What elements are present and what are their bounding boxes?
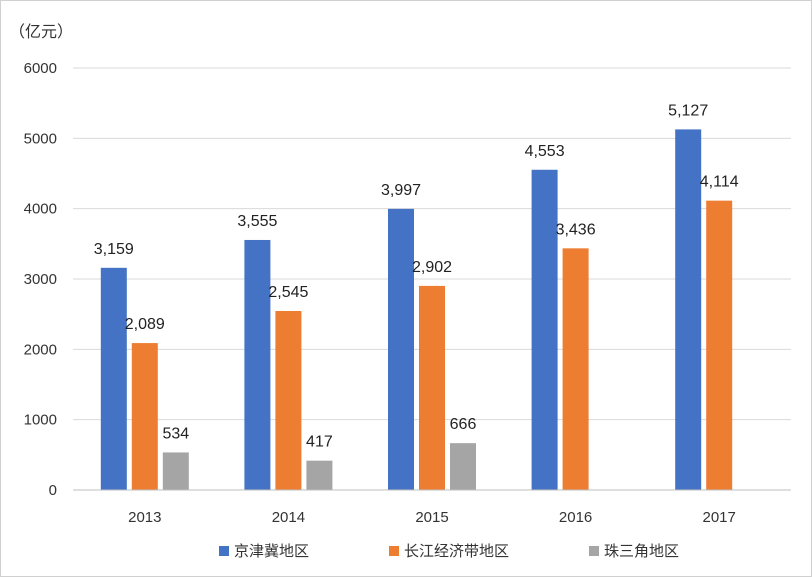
y-tick-label: 4000 [24,201,57,218]
y-tick-label: 0 [49,482,57,499]
bar [275,311,302,490]
y-unit-label: （亿元） [9,22,73,41]
data-label: 417 [306,434,333,451]
legend-label: 珠三角地区 [604,542,679,560]
y-tick-label: 5000 [24,130,57,147]
y-tick-label: 2000 [24,341,57,358]
x-tick-label: 2017 [703,509,736,526]
data-label: 3,159 [94,241,134,258]
x-tick-label: 2013 [128,509,161,526]
bar [675,129,702,490]
bar [244,239,271,490]
legend-swatch [589,546,599,556]
bar [388,208,414,490]
data-label: 666 [450,416,477,433]
bar [162,452,189,490]
data-label: 4,114 [700,174,739,191]
bar [531,169,558,490]
x-tick-label: 2014 [272,509,305,526]
data-label: 534 [162,425,189,442]
bar [419,285,445,490]
data-label: 2,545 [268,284,308,301]
y-tick-label: 6000 [24,60,57,77]
data-label: 3,997 [381,182,421,199]
legend-swatch [389,546,399,556]
bar [450,443,476,490]
bar [306,460,333,490]
legend-label: 京津冀地区 [234,542,309,560]
x-tick-label: 2016 [559,509,592,526]
data-label: 3,436 [556,221,596,238]
data-label: 2,089 [125,316,165,333]
bar [706,200,733,490]
data-label: 5,127 [668,102,708,119]
bar [562,248,589,490]
legend-swatch [219,546,229,556]
x-tick-label: 2015 [415,509,448,526]
bar [100,267,127,490]
y-tick-label: 3000 [24,271,57,288]
data-label: 2,902 [412,259,452,276]
data-label: 4,553 [525,143,565,160]
bar [131,343,158,490]
y-tick-label: 1000 [24,412,57,429]
data-label: 3,555 [237,213,277,230]
legend-label: 长江经济带地区 [404,542,509,560]
